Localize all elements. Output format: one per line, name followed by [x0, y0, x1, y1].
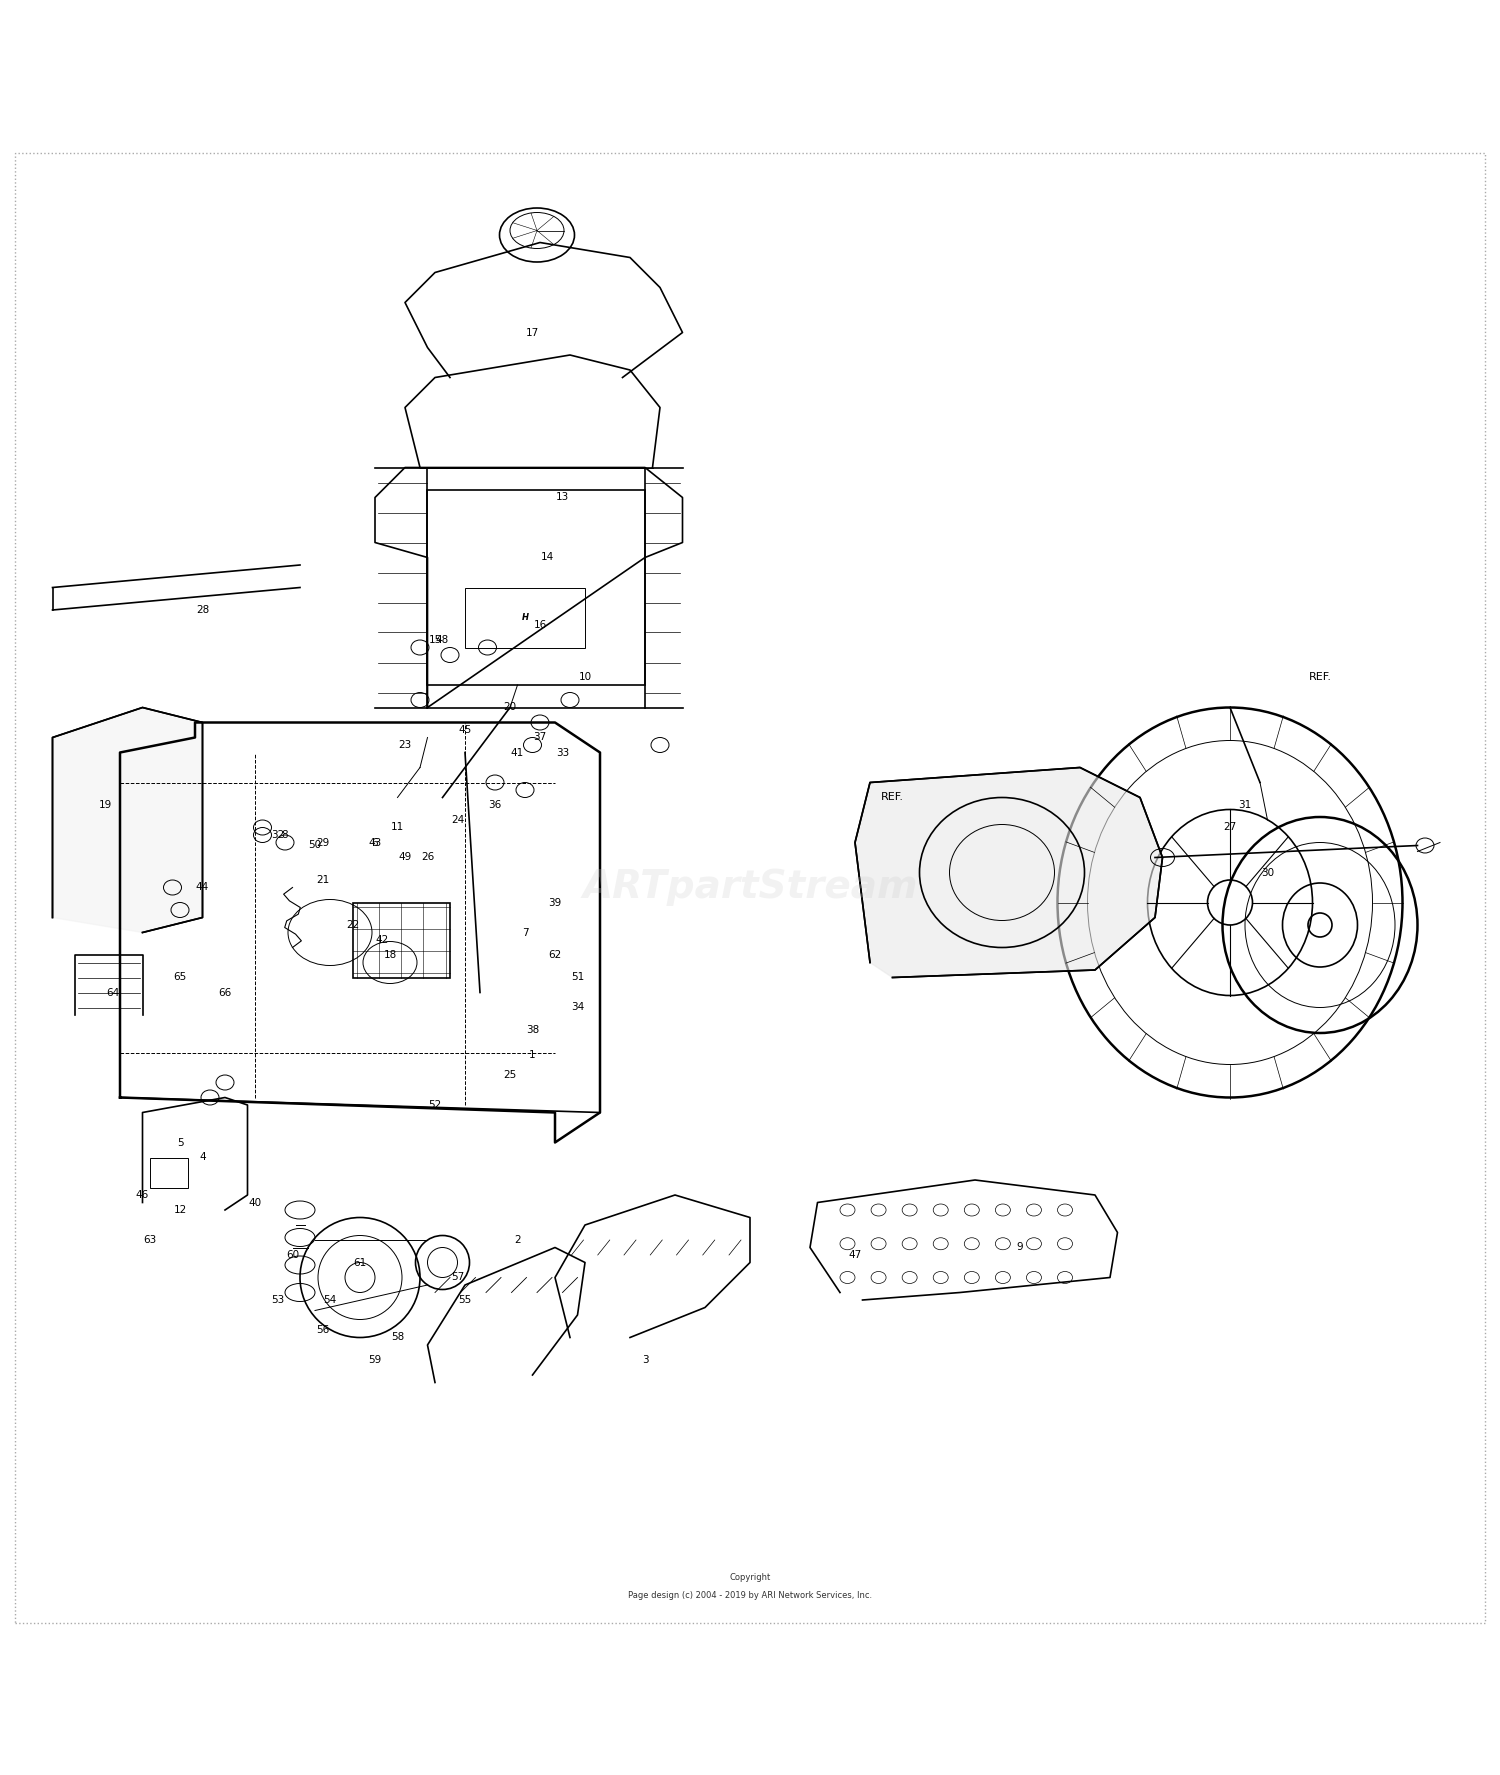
- Text: 16: 16: [534, 619, 546, 630]
- Text: 63: 63: [144, 1235, 156, 1244]
- Text: 29: 29: [316, 838, 328, 847]
- Text: 46: 46: [136, 1189, 148, 1200]
- Polygon shape: [855, 767, 1162, 978]
- Polygon shape: [53, 708, 202, 932]
- Text: 21: 21: [316, 875, 328, 886]
- Text: 12: 12: [174, 1205, 186, 1216]
- Text: 33: 33: [556, 747, 568, 758]
- Text: 1: 1: [530, 1051, 536, 1060]
- Text: 32: 32: [272, 831, 284, 840]
- Text: 53: 53: [272, 1296, 284, 1305]
- Bar: [150, 1157, 188, 1187]
- Bar: [465, 588, 585, 648]
- Text: 2: 2: [514, 1235, 520, 1244]
- Text: 59: 59: [369, 1354, 381, 1365]
- Text: 25: 25: [504, 1070, 516, 1079]
- Text: 41: 41: [512, 747, 524, 758]
- Text: 15: 15: [429, 635, 441, 644]
- Text: 37: 37: [534, 733, 546, 742]
- Text: 6: 6: [372, 838, 378, 847]
- Text: 24: 24: [452, 815, 464, 825]
- Bar: [427, 490, 645, 685]
- Text: 14: 14: [542, 552, 554, 563]
- Bar: [352, 902, 450, 978]
- Text: 56: 56: [316, 1324, 328, 1335]
- Text: REF.: REF.: [880, 792, 904, 802]
- Text: 22: 22: [346, 919, 358, 930]
- Text: 26: 26: [422, 852, 434, 863]
- Text: 43: 43: [369, 838, 381, 847]
- Text: 38: 38: [526, 1024, 538, 1035]
- Text: 60: 60: [286, 1250, 298, 1260]
- Text: 3: 3: [642, 1354, 648, 1365]
- Text: 52: 52: [429, 1100, 441, 1109]
- Text: 58: 58: [392, 1333, 404, 1342]
- Text: 4: 4: [200, 1152, 206, 1163]
- Text: 51: 51: [572, 973, 584, 983]
- Text: 7: 7: [522, 928, 528, 937]
- Text: 5: 5: [177, 1138, 183, 1147]
- Text: 40: 40: [249, 1198, 261, 1207]
- Text: REF.: REF.: [1308, 673, 1332, 683]
- Text: 23: 23: [399, 740, 411, 751]
- Text: 20: 20: [504, 703, 516, 712]
- Text: 18: 18: [384, 950, 396, 960]
- Text: 61: 61: [354, 1257, 366, 1267]
- Text: H: H: [522, 612, 528, 621]
- Text: 42: 42: [376, 935, 388, 944]
- Text: 19: 19: [99, 801, 111, 809]
- Text: 62: 62: [549, 950, 561, 960]
- Text: 36: 36: [489, 801, 501, 809]
- Text: 28: 28: [196, 605, 208, 614]
- Text: 39: 39: [549, 898, 561, 907]
- Text: 13: 13: [556, 492, 568, 502]
- Text: ARTpartStream: ARTpartStream: [582, 868, 918, 907]
- Text: 54: 54: [324, 1296, 336, 1305]
- Text: 48: 48: [436, 635, 448, 644]
- Text: 31: 31: [1239, 801, 1251, 809]
- Text: 64: 64: [106, 987, 118, 998]
- Text: 8: 8: [282, 831, 288, 840]
- Text: 11: 11: [392, 822, 404, 832]
- Text: Page design (c) 2004 - 2019 by ARI Network Services, Inc.: Page design (c) 2004 - 2019 by ARI Netwo…: [628, 1590, 872, 1599]
- Text: 57: 57: [452, 1273, 464, 1283]
- Text: 66: 66: [219, 987, 231, 998]
- Text: 49: 49: [399, 852, 411, 863]
- Text: 30: 30: [1262, 868, 1274, 877]
- Text: 65: 65: [174, 973, 186, 983]
- Text: 45: 45: [459, 724, 471, 735]
- Text: 47: 47: [849, 1250, 861, 1260]
- Text: Copyright: Copyright: [729, 1573, 771, 1582]
- Text: 50: 50: [309, 841, 321, 850]
- Text: 55: 55: [459, 1296, 471, 1305]
- Text: 10: 10: [579, 673, 591, 683]
- Text: 44: 44: [196, 882, 208, 893]
- Text: 17: 17: [526, 328, 538, 337]
- Text: 9: 9: [1017, 1242, 1023, 1253]
- Text: 34: 34: [572, 1003, 584, 1012]
- Text: 27: 27: [1224, 822, 1236, 832]
